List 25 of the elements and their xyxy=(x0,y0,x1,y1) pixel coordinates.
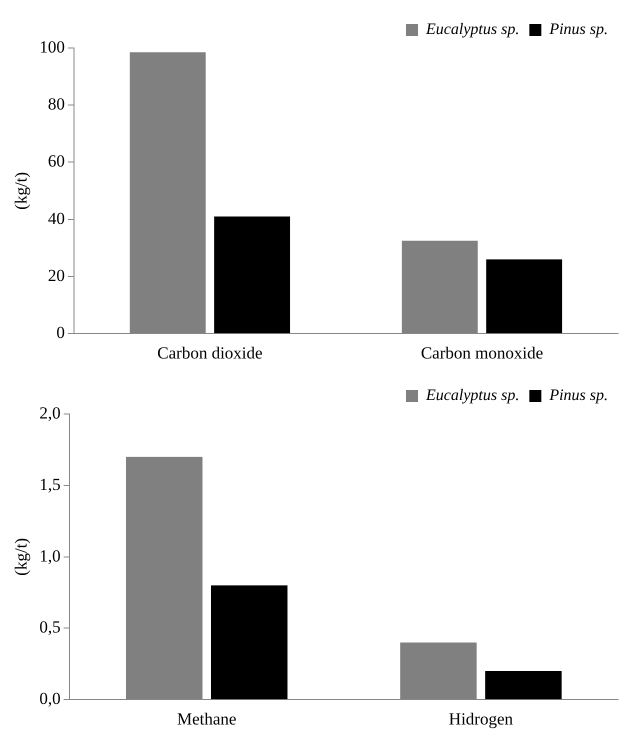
y-tick-label: 100 xyxy=(39,37,65,56)
legend-label: Eucalyptus sp. xyxy=(425,387,520,404)
y-axis-title: (kg/t) xyxy=(12,172,31,210)
legend-label: Eucalyptus sp. xyxy=(425,21,520,38)
y-tick-label: 80 xyxy=(48,94,65,114)
y-tick-label: 60 xyxy=(48,152,65,171)
x-tick-label: Hidrogen xyxy=(448,709,514,728)
y-tick-label: 0,5 xyxy=(39,618,61,637)
y-tick-label: 40 xyxy=(48,208,65,228)
bar xyxy=(486,259,562,334)
x-tick-label: Carbon dioxide xyxy=(157,343,263,362)
y-axis-title: (kg/t) xyxy=(12,538,31,576)
x-tick-label: Methane xyxy=(176,709,236,728)
y-tick-label: 1,5 xyxy=(39,474,61,494)
y-tick-label: 20 xyxy=(48,266,65,285)
bar xyxy=(214,216,290,334)
y-tick-label: 2,0 xyxy=(39,403,61,422)
bar xyxy=(485,671,562,700)
x-tick-label: Carbon monoxide xyxy=(420,343,544,362)
y-tick-label: 0,0 xyxy=(39,689,61,708)
legend-label: Pinus sp. xyxy=(548,21,608,38)
y-tick-label: 0 xyxy=(56,323,65,342)
legend-label: Pinus sp. xyxy=(548,387,608,404)
y-tick-label: 1,0 xyxy=(39,546,61,566)
bar xyxy=(210,585,288,700)
